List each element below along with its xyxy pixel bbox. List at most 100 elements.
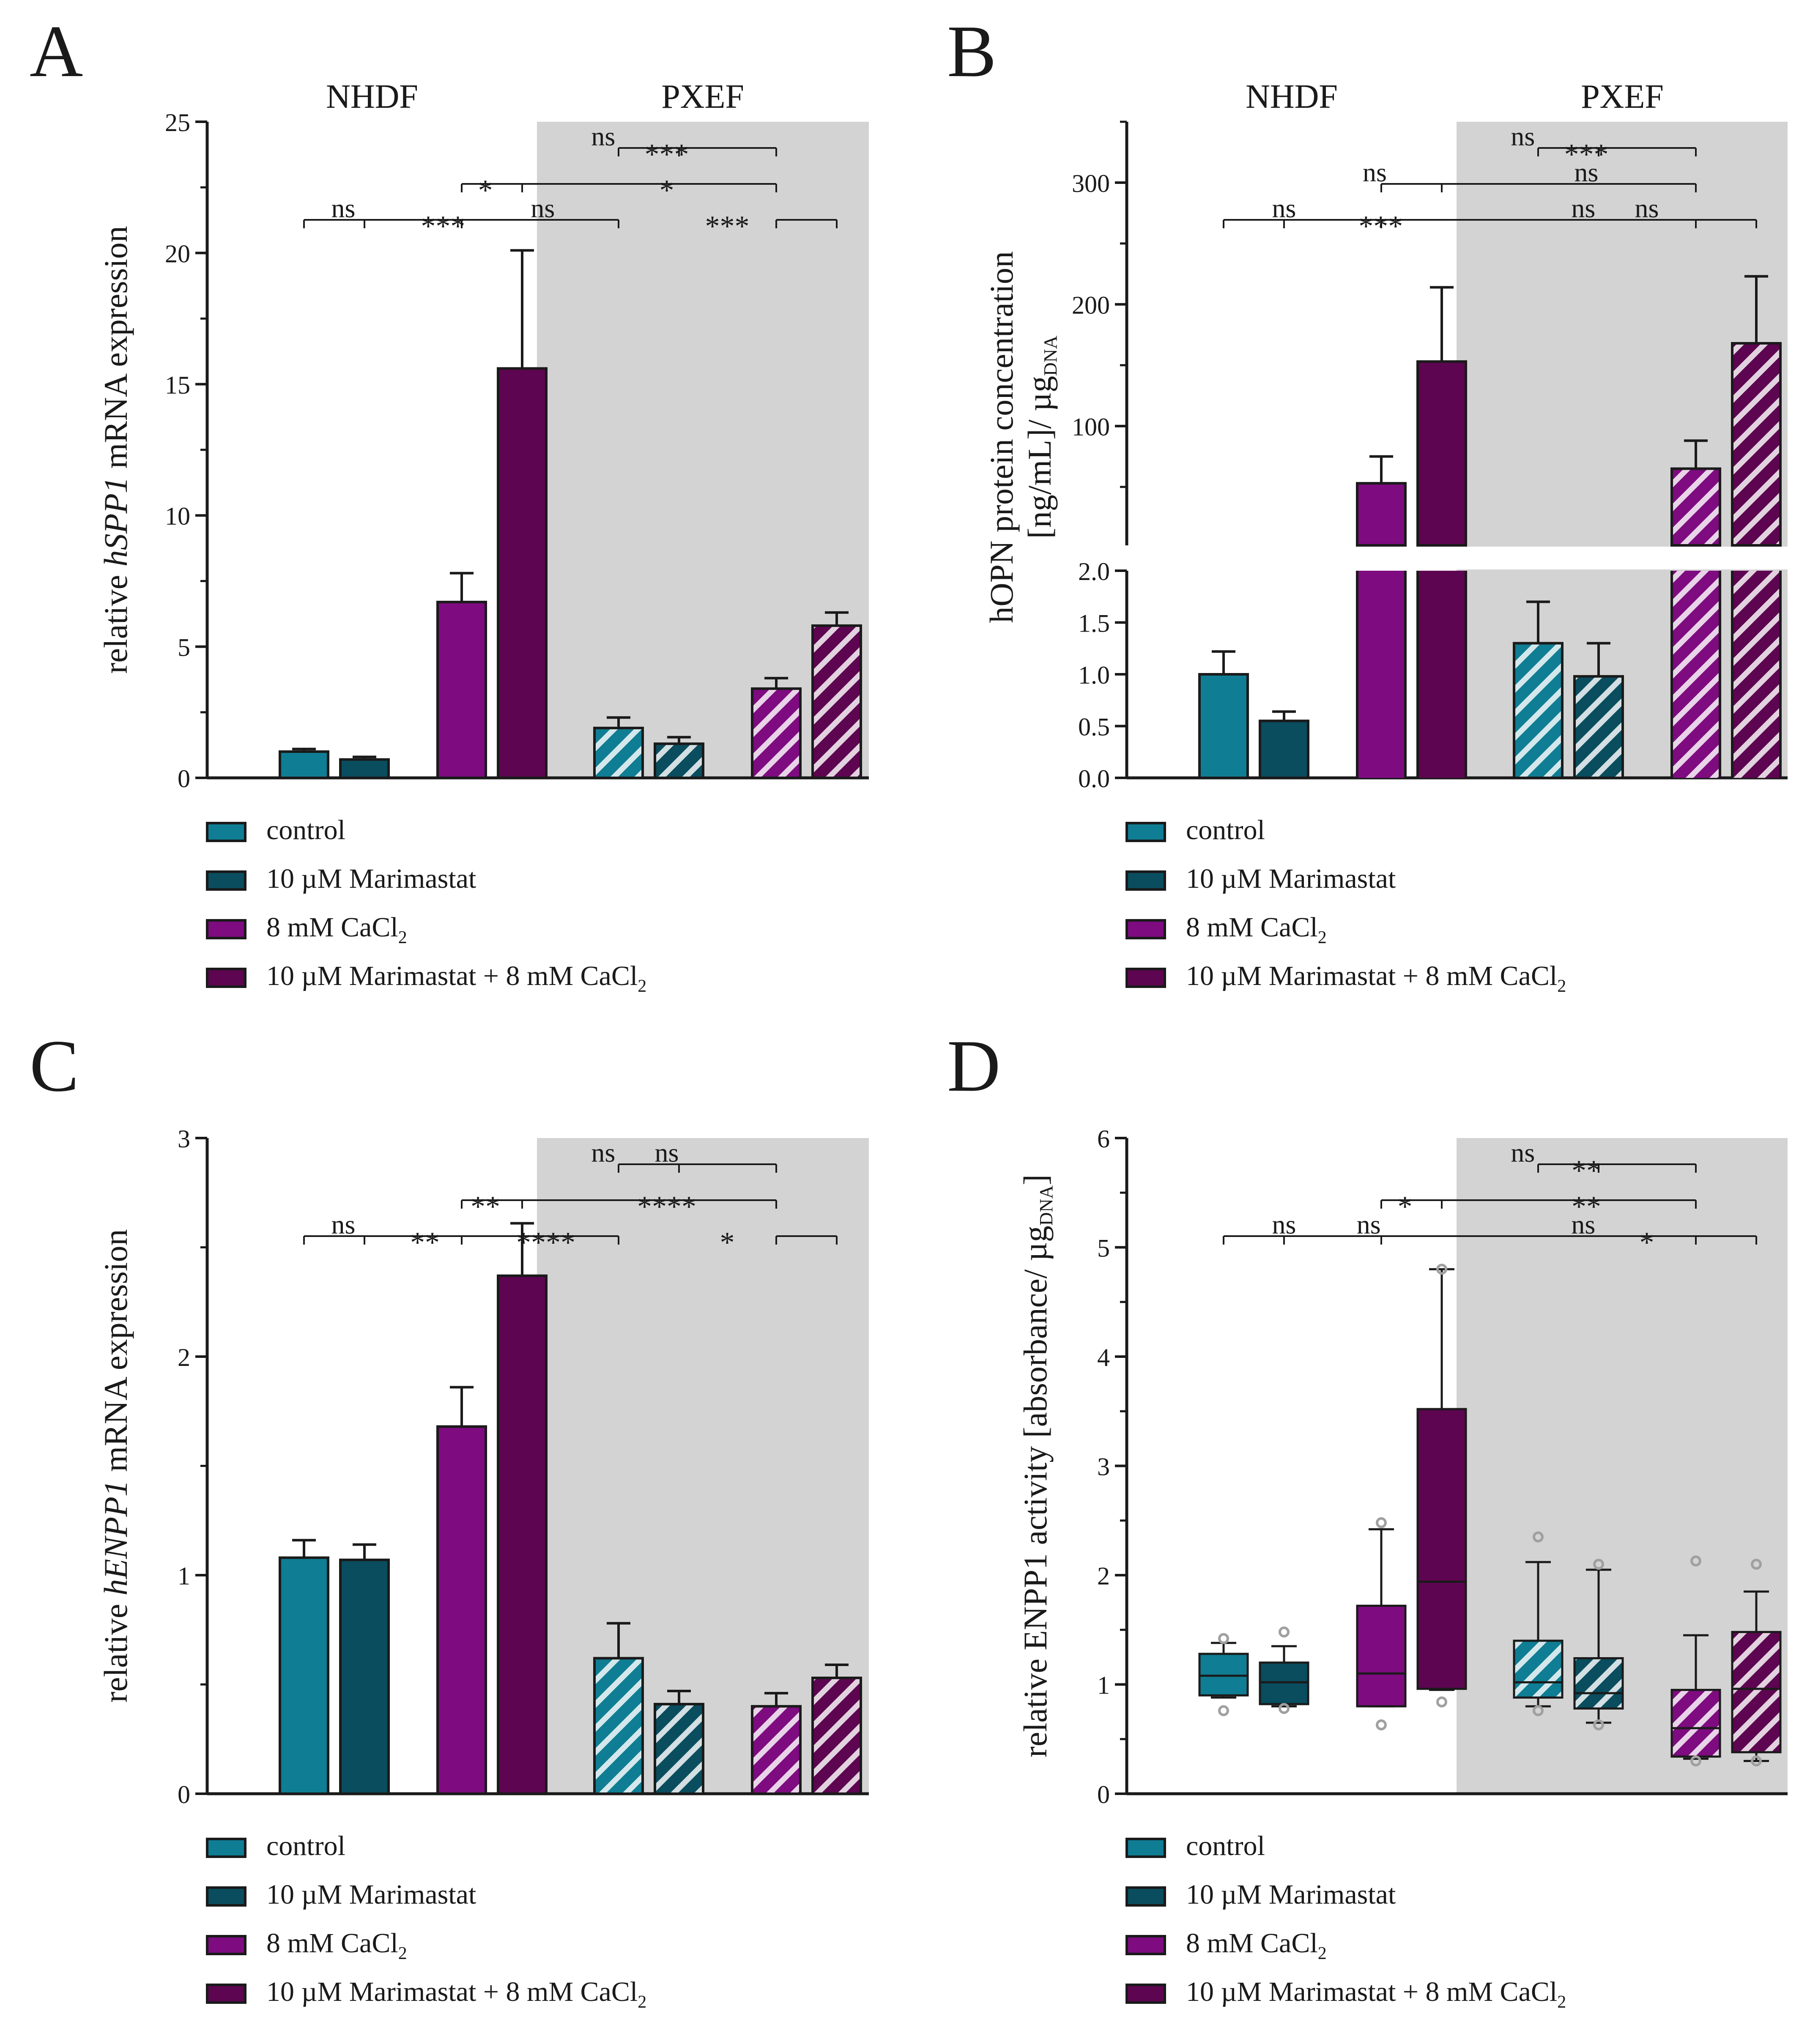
significance-label: ns [591, 121, 615, 151]
significance-label: ns [1511, 1138, 1535, 1168]
legend-label-combo: 10 µM Marimastat + 8 mM CaCl2 [1186, 960, 1566, 996]
outlier-point [1376, 1517, 1387, 1528]
outlier-point [1436, 1264, 1447, 1275]
legend-label-text: 10 µM Marimastat [1186, 1879, 1396, 1910]
significance-label: ns [331, 193, 355, 223]
y-tick-label: 0.5 [1078, 713, 1110, 741]
y-tick-label: 10 [165, 502, 190, 530]
legend-label-sub: 2 [1318, 1944, 1327, 1963]
y-axis-label-sub: DNA [1040, 336, 1061, 376]
significance-label: ns [1272, 1209, 1296, 1240]
panel-a: A NHDF PXEF 0 5 10 15 20 25 relative hSPP1 mRNA e… [30, 10, 869, 996]
y-axis-label: relative hENPP1 mRNA expression [97, 1229, 134, 1703]
outlier-point [1533, 1705, 1544, 1716]
legend-label-cacl2: 8 mM CaCl2 [266, 1928, 407, 1963]
bar [1573, 675, 1624, 780]
significance-label: ** [1572, 1190, 1601, 1223]
significance-label: ns [331, 1209, 355, 1240]
legend-label-text: 8 mM CaCl [266, 912, 398, 943]
y-axis-label-gene: hENPP1 [97, 1480, 134, 1595]
legend-label-text: control [266, 1831, 345, 1861]
significance-label: ** [471, 1190, 500, 1223]
legend-label-sub: 2 [398, 1944, 407, 1963]
y-tick-label: 300 [1072, 170, 1110, 197]
bar-lower [1418, 571, 1466, 778]
legend-swatch-marimastat [1125, 1886, 1166, 1907]
y-axis-label-part: relative [97, 1595, 134, 1702]
y-tick-label: 3 [178, 1125, 190, 1153]
significance-label: * [1640, 1226, 1654, 1259]
legend-swatch-combo [1125, 968, 1166, 988]
legend-label-text: 10 µM Marimastat + 8 mM CaCl [1186, 960, 1557, 991]
legend-label-combo: 10 µM Marimastat + 8 mM CaCl2 [266, 960, 646, 996]
bar [339, 1558, 390, 1795]
y-tick-label: 1.0 [1078, 661, 1110, 689]
legend-label-sub: 2 [1318, 928, 1327, 947]
group-label-nhdf: NHDF [1246, 78, 1338, 115]
legend-label-marimastat: 10 µM Marimastat [1186, 1879, 1396, 1910]
y-tick-label: 25 [165, 109, 190, 137]
y-tick-label: 0 [178, 765, 190, 793]
panel-letter: A [30, 10, 83, 92]
y-tick-label: 4 [1097, 1344, 1110, 1371]
outlier-point [1533, 1531, 1544, 1543]
bar [1198, 673, 1249, 779]
legend-swatch-marimastat [206, 870, 246, 891]
panel-b: B NHDF PXEF 0.0 0.5 1.0 1.5 2.0 100 200 300 hOPN pr… [947, 10, 1788, 996]
significance-label: *** [1358, 210, 1403, 243]
legend-label-marimastat: 10 µM Marimastat [266, 1879, 476, 1910]
box [1731, 1631, 1782, 1754]
legend-label-cacl2: 8 mM CaCl2 [266, 912, 407, 947]
legend-swatch-control [206, 1838, 246, 1858]
legend-label-sub: 2 [1557, 1992, 1566, 2012]
y-axis-label: relative ENPP1 activity [absorbance/ µgD… [1017, 1174, 1057, 1757]
y-tick-label: 15 [165, 371, 190, 399]
panel-letter: B [947, 10, 997, 92]
group-label-nhdf: NHDF [1246, 78, 1338, 115]
significance-label: *** [705, 210, 750, 243]
legend-label-control: control [266, 815, 345, 846]
significance-label: ** [1572, 1155, 1601, 1187]
significance-label: ns [1571, 193, 1595, 223]
y-axis-label-part: [ng/mL]/ µg [1021, 376, 1058, 539]
significance-label: ns [1571, 1209, 1595, 1240]
significance-label: ns [591, 1138, 615, 1168]
outlier-point [1593, 1719, 1604, 1731]
panel-c: C NHDF PXEF 0 1 2 3 relative hENPP1 mRNA expres… [30, 78, 869, 2012]
significance-label: * [720, 1226, 735, 1259]
y-axis-label-part: relative ENPP1 activity [absorbance/ µg [1017, 1226, 1054, 1757]
outlier-point [1436, 1696, 1447, 1707]
group-label-nhdf: NHDF [326, 78, 418, 115]
y-tick-label: 5 [178, 634, 190, 662]
bar [497, 1274, 548, 1795]
outlier-point [1218, 1633, 1229, 1644]
legend-label-text: 10 µM Marimastat [266, 1879, 476, 1910]
outlier-point [1690, 1755, 1701, 1767]
y-axis-label: relative hSPP1 mRNA expression [97, 226, 134, 673]
legend-swatch-combo [206, 968, 246, 988]
significance-label: *** [645, 138, 689, 171]
bar [593, 727, 644, 779]
bar-upper [1356, 482, 1407, 547]
bar-upper [1416, 360, 1467, 547]
y-tick-label: 20 [165, 240, 190, 268]
bar [811, 624, 862, 780]
bar [751, 687, 802, 779]
legend-label-sub: 2 [398, 928, 407, 947]
legend-label-combo: 10 µM Marimastat + 8 mM CaCl2 [266, 1976, 646, 2012]
bar [497, 367, 548, 779]
legend-swatch-marimastat [206, 1886, 246, 1907]
box [1356, 1604, 1407, 1707]
legend-label-control: control [266, 1831, 345, 1861]
legend-label-sub: 2 [1557, 977, 1566, 996]
legend-label-text: control [1186, 1831, 1265, 1861]
bar [1259, 720, 1309, 779]
panel-letter: C [30, 1025, 79, 1107]
y-tick-label: 0 [1097, 1781, 1110, 1809]
legend-label-text: control [1186, 815, 1265, 846]
significance-label: ns [1511, 121, 1535, 151]
y-axis-label-part: relative [97, 566, 134, 673]
legend-label-text: 8 mM CaCl [1186, 912, 1318, 943]
significance-label: ns [1635, 193, 1659, 223]
